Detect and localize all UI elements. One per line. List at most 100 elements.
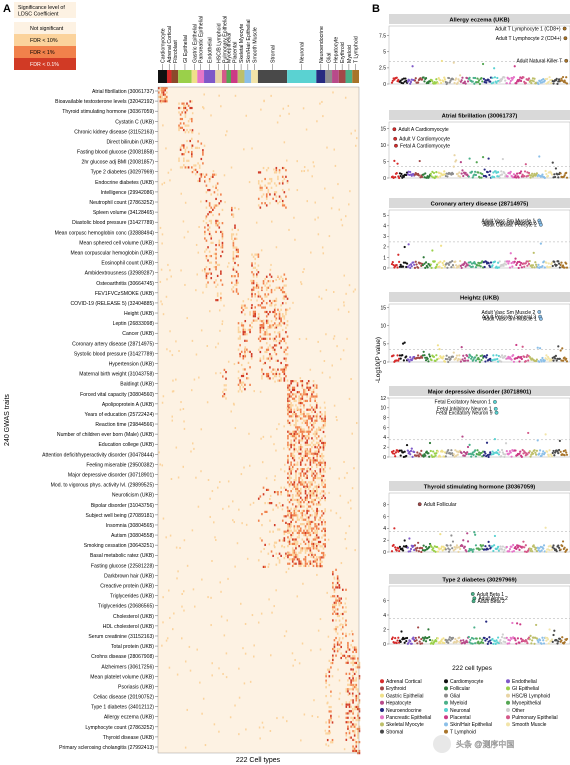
- cell-type-point: [522, 76, 525, 79]
- cell-type-point: [523, 174, 526, 178]
- heatmap-cell: [350, 681, 352, 684]
- heatmap-cell: [293, 549, 296, 552]
- heatmap-cell: [330, 710, 332, 713]
- heatmap-cell: [335, 584, 337, 587]
- heatmap-cell: [357, 694, 359, 698]
- heatmap-cell: [296, 160, 298, 163]
- heatmap-cell: [272, 530, 274, 533]
- heatmap-cell: [256, 286, 258, 289]
- heatmap-cell: [307, 518, 310, 521]
- heatmap-cell: [179, 106, 182, 110]
- cell-type-point: [455, 159, 458, 162]
- cell-type-point: [512, 353, 515, 357]
- cell-type-point: [543, 359, 546, 362]
- heatmap-cell: [256, 282, 258, 285]
- trait-label: Leptin (26833098): [113, 321, 155, 327]
- heatmap-cell: [343, 654, 346, 657]
- heatmap-cell: [321, 461, 323, 464]
- cell-type-point: [559, 263, 562, 267]
- cell-type-point: [524, 544, 527, 547]
- heatmap-cell: [311, 417, 313, 420]
- heatmap-cell: [218, 309, 221, 312]
- heatmap-cell: [298, 501, 300, 504]
- cell-type-point: [523, 170, 527, 173]
- cell-type-point: [436, 637, 440, 640]
- cell-type-point: [556, 450, 559, 453]
- heatmap-cell: [176, 577, 178, 580]
- heatmap-cell: [191, 529, 194, 532]
- legend-swatch: [506, 700, 510, 705]
- heatmap-cell: [286, 552, 289, 555]
- heatmap-cell: [311, 452, 313, 455]
- heatmap-cell: [162, 87, 165, 90]
- cell-type-point: [413, 544, 417, 547]
- heatmap-cell: [264, 284, 266, 287]
- cell-type-point: [459, 161, 462, 164]
- heatmap-cell: [254, 295, 257, 298]
- heatmap-cell: [322, 494, 325, 497]
- heatmap-cell: [293, 437, 296, 440]
- heatmap-cell: [278, 315, 281, 318]
- heatmap-cell: [278, 277, 281, 281]
- panel-b-ylabel: -Log10(P value): [375, 337, 382, 383]
- heatmap-cell: [322, 448, 325, 451]
- cell-type-point: [481, 455, 484, 458]
- heatmap-cell: [235, 248, 238, 251]
- heatmap-cell: [222, 375, 224, 378]
- heatmap-cell: [225, 384, 227, 387]
- legend-entry: Hepatocyte: [386, 701, 412, 707]
- heatmap-cell: [348, 203, 350, 206]
- heatmap-cell: [324, 545, 326, 548]
- heatmap-cell: [345, 738, 348, 741]
- heatmap-cell: [182, 220, 185, 223]
- heatmap-cell: [298, 402, 300, 405]
- cell-type-point: [497, 545, 500, 548]
- trait-label: Attention deficit/hyperactivity disorder…: [42, 452, 154, 458]
- heatmap-cell: [262, 372, 265, 376]
- heatmap-cell: [259, 171, 262, 174]
- heatmap-cell: [158, 95, 160, 98]
- heatmap-cell: [303, 518, 305, 521]
- heatmap-cell: [242, 326, 245, 329]
- heatmap-cell: [290, 410, 292, 414]
- heatmap-cell: [161, 303, 163, 306]
- heatmap-cell: [298, 426, 300, 429]
- heatmap-cell: [298, 498, 300, 502]
- cell-type-point: [393, 452, 396, 455]
- panel-b-strip: [389, 198, 570, 208]
- heatmap-cell: [265, 350, 268, 354]
- heatmap-cell: [295, 562, 297, 565]
- heatmap-cell: [290, 534, 292, 537]
- heatmap-cell: [287, 556, 289, 559]
- heatmap-cell: [283, 537, 286, 540]
- heatmap-cell: [309, 461, 312, 464]
- cell-type-point: [451, 636, 455, 639]
- heatmap-cell: [309, 417, 312, 420]
- heatmap-cell: [319, 461, 322, 464]
- legend-swatch: [380, 715, 384, 720]
- heatmap-cell: [293, 562, 296, 565]
- legend-entry: Stromal: [386, 729, 403, 735]
- heatmap-cell: [203, 93, 205, 96]
- heatmap-cell: [314, 419, 316, 422]
- heatmap-cell: [358, 661, 361, 665]
- cell-type-point: [514, 449, 517, 452]
- heatmap-cell: [256, 253, 258, 256]
- heatmap-cell: [298, 430, 300, 433]
- cell-type-point: [493, 76, 497, 79]
- heatmap-cell: [355, 708, 358, 711]
- cell-type-point: [477, 453, 480, 456]
- heatmap-cell: [309, 492, 312, 495]
- heatmap-cell: [253, 390, 255, 393]
- heatmap-cell: [299, 487, 302, 491]
- heatmap-cell: [293, 386, 296, 389]
- heatmap-cell: [332, 584, 334, 587]
- heatmap-cell: [293, 479, 296, 482]
- cell-type-point: [483, 355, 486, 358]
- heatmap-cell: [273, 182, 276, 185]
- heatmap-cell: [265, 328, 268, 331]
- cell-type-point: [526, 354, 529, 357]
- heatmap-cell: [169, 269, 171, 272]
- heatmap-cell: [261, 461, 264, 464]
